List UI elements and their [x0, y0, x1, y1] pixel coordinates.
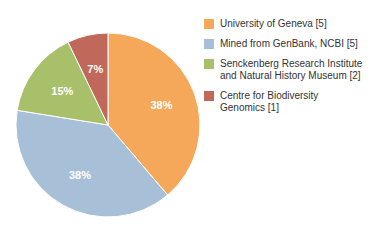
svg-text:15%: 15%: [51, 85, 73, 97]
svg-text:7%: 7%: [87, 63, 103, 75]
html-text:Centre for Biodiversity: Centre for Biodiversity: [220, 90, 319, 101]
html-text:Senckenberg Research Institute: Senckenberg Research Institute: [220, 58, 363, 69]
svg-text:38%: 38%: [151, 99, 173, 111]
html-text:Genomics [1]: Genomics [1]: [220, 102, 279, 113]
html-text:University of Geneva [5]: University of Geneva [5]: [220, 18, 327, 29]
html-text:and Natural History Museum [2]: and Natural History Museum [2]: [220, 70, 361, 81]
html-text:Mined from GenBank, NCBI [5]: Mined from GenBank, NCBI [5]: [220, 38, 358, 49]
svg-text:38%: 38%: [69, 169, 91, 181]
